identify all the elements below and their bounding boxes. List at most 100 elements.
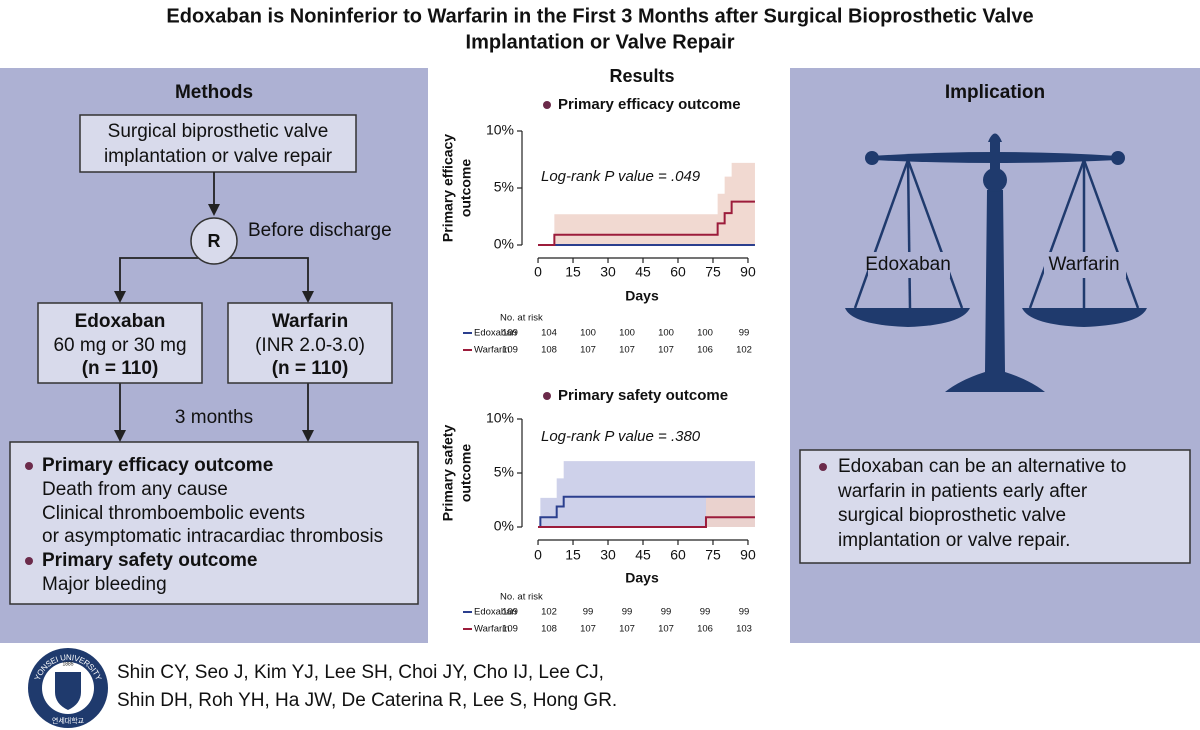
x-tick-label: 0 — [534, 547, 542, 563]
logo-korean: 연세대학교 — [52, 716, 85, 725]
logo: YONSEI UNIVERSITY 1885 연세대학교 — [28, 648, 108, 728]
risk-count: 109 — [502, 328, 518, 339]
x-tick-label: 60 — [670, 547, 686, 563]
risk-count: 108 — [541, 624, 557, 635]
risk-count: 99 — [739, 607, 750, 618]
risk-count: 104 — [541, 328, 557, 339]
y-tick-label: 0% — [494, 236, 514, 252]
risk-count: 109 — [502, 624, 518, 635]
risk-count: 102 — [736, 345, 752, 356]
risk-row-name: Warfarin — [474, 624, 510, 635]
start-text: implantation or valve repair — [104, 146, 333, 167]
risk-count: 108 — [541, 345, 557, 356]
bullet — [819, 463, 827, 471]
risk-count: 99 — [583, 607, 594, 618]
y-axis-label: outcome — [458, 159, 474, 218]
statement-box — [799, 449, 1191, 564]
risk-count: 109 — [502, 607, 518, 618]
y-tick-label: 0% — [494, 518, 514, 534]
risk-count: 99 — [661, 607, 672, 618]
statement-line: implantation or valve repair. — [838, 530, 1070, 551]
y-axis-label: Primary safety — [440, 425, 456, 522]
outcome-name: Primary efficacy outcome — [42, 455, 273, 476]
risk-count: 99 — [700, 607, 711, 618]
chart-title: Primary safety outcome — [558, 387, 728, 404]
risk-count: 107 — [658, 624, 674, 635]
risk-count: 102 — [541, 607, 557, 618]
x-tick-label: 75 — [705, 264, 721, 280]
randomization-node — [190, 217, 238, 265]
start-box — [79, 114, 357, 173]
author-line: Shin DH, Roh YH, Ha JW, De Caterina R, L… — [117, 690, 617, 711]
y-tick-label: 5% — [494, 464, 514, 480]
label-backdrop — [868, 252, 950, 278]
x-axis-label: Days — [625, 570, 659, 586]
bullet — [543, 392, 551, 400]
survival-line — [538, 516, 755, 528]
y-tick-label: 10% — [486, 410, 514, 426]
y-tick-label: 10% — [486, 122, 514, 138]
outcome-item: Clinical thromboembolic events — [42, 503, 305, 524]
annotation: Log-rank P value = .049 — [541, 168, 701, 185]
start-text: Surgical biprosthetic valve — [108, 121, 329, 142]
risk-count: 99 — [739, 328, 750, 339]
survival-line — [538, 495, 755, 528]
annotation: Log-rank P value = .380 — [541, 428, 701, 445]
scale-label: Edoxaban — [865, 254, 951, 275]
x-tick-label: 90 — [740, 264, 756, 280]
risk-count: 107 — [619, 345, 635, 356]
statement-line: Edoxaban can be an alternative to — [838, 456, 1126, 477]
y-axis-label: Primary efficacy — [440, 134, 456, 242]
bullet — [25, 462, 33, 470]
x-tick-label: 15 — [565, 264, 581, 280]
results-heading: Results — [609, 66, 674, 86]
bullet — [25, 557, 33, 565]
risk-count: 107 — [658, 345, 674, 356]
x-tick-label: 60 — [670, 264, 686, 280]
statement-line: warfarin in patients early after — [837, 481, 1088, 502]
outcome-name: Primary safety outcome — [42, 550, 257, 571]
methods-heading: Methods — [175, 82, 253, 103]
arm-n: (n = 110) — [82, 358, 159, 379]
logo-year: 1885 — [62, 661, 73, 667]
x-tick-label: 15 — [565, 547, 581, 563]
author-line: Shin CY, Seo J, Kim YJ, Lee SH, Choi JY,… — [117, 662, 604, 683]
x-tick-label: 30 — [600, 547, 616, 563]
risk-table-label: No. at risk — [500, 313, 543, 324]
risk-row-name: Edoxaban — [474, 607, 517, 618]
scale-label: Warfarin — [1048, 254, 1119, 275]
risk-count: 107 — [580, 345, 596, 356]
outcome-box — [9, 441, 419, 605]
arm-name: Warfarin — [272, 311, 348, 332]
label-backdrop — [1044, 252, 1126, 278]
x-tick-label: 0 — [534, 264, 542, 280]
risk-count: 107 — [580, 624, 596, 635]
x-tick-label: 45 — [635, 264, 651, 280]
arm-box — [37, 302, 203, 384]
risk-count: 100 — [580, 328, 596, 339]
arm-name: Edoxaban — [75, 311, 166, 332]
survival-line — [538, 200, 755, 246]
arm-n: (n = 110) — [272, 358, 349, 379]
outcome-item: or asymptomatic intracardiac thrombosis — [42, 526, 383, 547]
risk-row-name: Edoxaban — [474, 328, 517, 339]
arm-box — [227, 302, 393, 384]
outcome-item: Major bleeding — [42, 574, 167, 595]
confidence-band — [538, 497, 755, 527]
x-tick-label: 75 — [705, 547, 721, 563]
risk-count: 106 — [697, 624, 713, 635]
risk-count: 100 — [619, 328, 635, 339]
risk-row-name: Warfarin — [474, 345, 510, 356]
risk-count: 100 — [697, 328, 713, 339]
arm-dose: 60 mg or 30 mg — [53, 335, 186, 356]
charts: Primary efficacy outcome Primary efficacy… — [440, 96, 756, 635]
risk-count: 99 — [622, 607, 633, 618]
x-tick-label: 30 — [600, 264, 616, 280]
randomization-label: R — [208, 231, 221, 251]
followup-label: 3 months — [175, 407, 253, 428]
confidence-band — [538, 461, 755, 527]
x-tick-label: 90 — [740, 547, 756, 563]
risk-count: 107 — [619, 624, 635, 635]
outcome-item: Death from any cause — [42, 479, 228, 500]
risk-table-label: No. at risk — [500, 592, 543, 603]
